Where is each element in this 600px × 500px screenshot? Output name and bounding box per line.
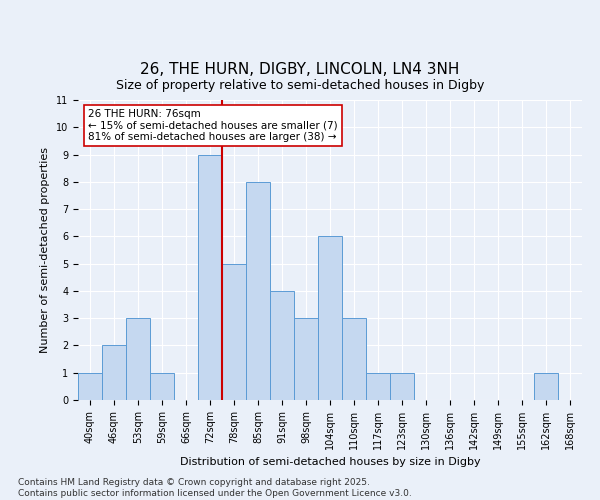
Text: Size of property relative to semi-detached houses in Digby: Size of property relative to semi-detach…: [116, 80, 484, 92]
Text: Contains HM Land Registry data © Crown copyright and database right 2025.
Contai: Contains HM Land Registry data © Crown c…: [18, 478, 412, 498]
Bar: [198, 154, 222, 400]
Bar: [126, 318, 150, 400]
Text: 26 THE HURN: 76sqm
← 15% of semi-detached houses are smaller (7)
81% of semi-det: 26 THE HURN: 76sqm ← 15% of semi-detache…: [88, 109, 338, 142]
Bar: [342, 318, 366, 400]
Bar: [534, 372, 558, 400]
Bar: [390, 372, 414, 400]
Bar: [102, 346, 126, 400]
Bar: [270, 291, 294, 400]
Bar: [222, 264, 246, 400]
Y-axis label: Number of semi-detached properties: Number of semi-detached properties: [40, 147, 50, 353]
Bar: [78, 372, 102, 400]
Bar: [294, 318, 318, 400]
Bar: [318, 236, 342, 400]
Bar: [366, 372, 390, 400]
Text: 26, THE HURN, DIGBY, LINCOLN, LN4 3NH: 26, THE HURN, DIGBY, LINCOLN, LN4 3NH: [140, 62, 460, 78]
X-axis label: Distribution of semi-detached houses by size in Digby: Distribution of semi-detached houses by …: [179, 458, 481, 468]
Bar: [246, 182, 270, 400]
Bar: [150, 372, 174, 400]
